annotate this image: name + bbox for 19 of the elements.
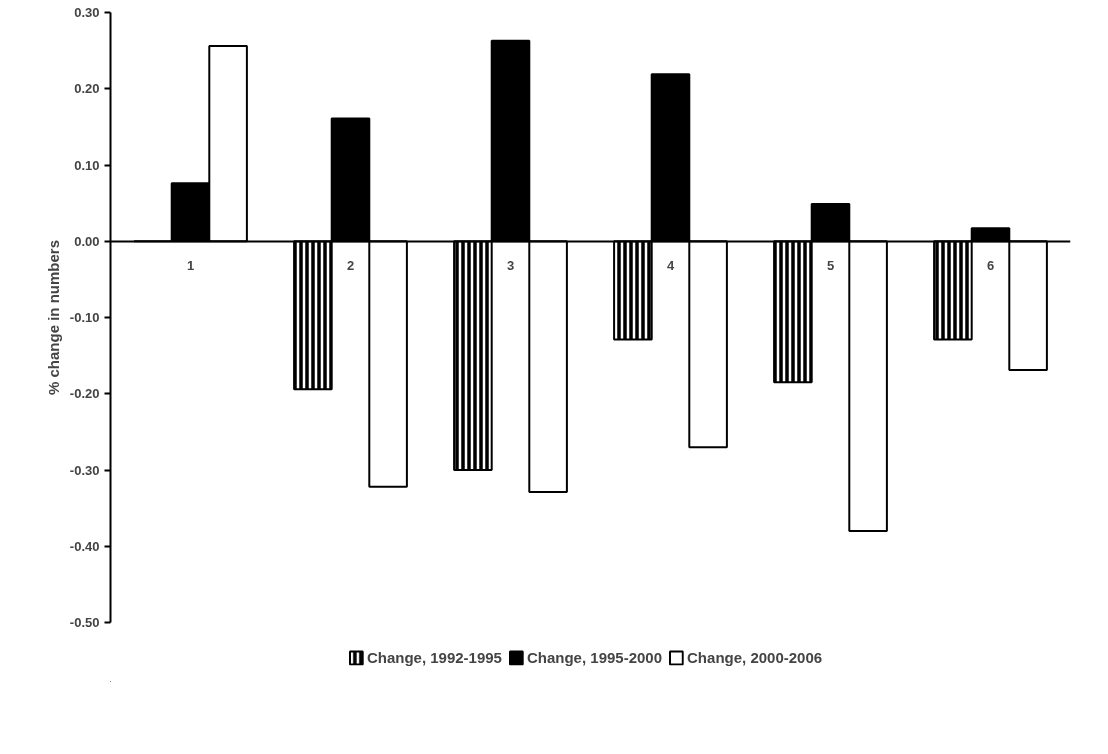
x-tick-label: 5 bbox=[826, 258, 835, 274]
x-tick-label: 4 bbox=[666, 258, 675, 274]
legend-label: Change, 2000-2006 bbox=[687, 648, 823, 666]
y-tick-label: -0.10 bbox=[69, 310, 100, 325]
x-tick-label: 6 bbox=[986, 258, 995, 274]
x-tick-label: 3 bbox=[506, 258, 515, 274]
y-tick-label: -0.50 bbox=[69, 615, 100, 630]
y-tick-label: 0.30 bbox=[74, 5, 100, 20]
y-axis-title: % change in numbers bbox=[44, 239, 62, 396]
y-tick-label: 0.10 bbox=[74, 157, 100, 173]
legend-label: Change, 1992-1995 bbox=[366, 648, 502, 666]
legend-label: Change, 1995-2000 bbox=[526, 648, 663, 666]
y-tick-label: -0.40 bbox=[69, 538, 100, 554]
y-tick-label: 0.00 bbox=[74, 233, 100, 249]
y-tick-label: -0.20 bbox=[69, 386, 100, 402]
y-tick-label: -0.30 bbox=[69, 462, 100, 478]
x-tick-label: 2 bbox=[346, 258, 355, 274]
y-tick-label: 0.20 bbox=[74, 81, 100, 97]
x-tick-label: 1 bbox=[186, 258, 195, 274]
